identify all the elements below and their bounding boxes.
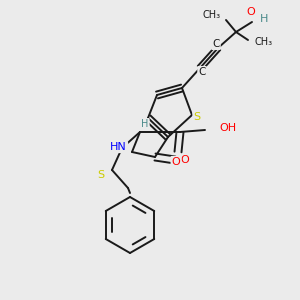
Text: OH: OH	[219, 123, 236, 133]
Text: O: O	[247, 7, 255, 17]
Text: HN: HN	[110, 142, 127, 152]
Text: O: O	[172, 157, 180, 167]
Text: CH₃: CH₃	[255, 37, 273, 47]
Text: CH₃: CH₃	[203, 10, 221, 20]
Text: C: C	[198, 67, 206, 77]
Text: C: C	[212, 39, 220, 49]
Text: H: H	[141, 119, 149, 129]
Text: S: S	[97, 170, 104, 180]
Text: H: H	[260, 14, 269, 24]
Text: O: O	[181, 155, 189, 165]
Text: S: S	[194, 112, 201, 122]
